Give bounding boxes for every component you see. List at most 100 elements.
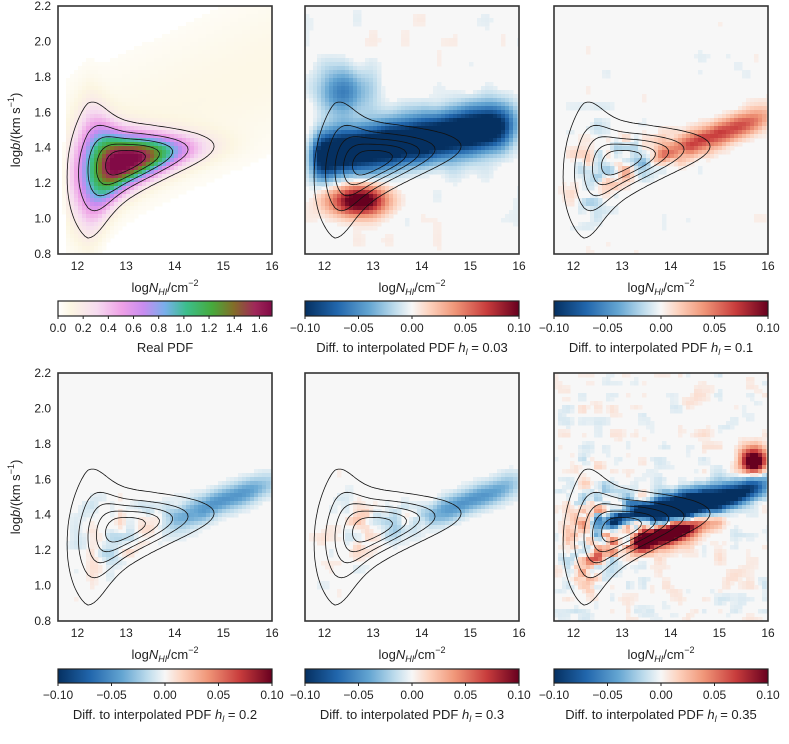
contour-level-3 bbox=[87, 136, 173, 197]
x-axis-label: logNHI/cm−2 bbox=[132, 278, 199, 297]
colorbar bbox=[304, 668, 520, 684]
colorbar-caption: Diff. to interpolated PDF hl = 0.1 bbox=[569, 340, 753, 357]
contour-level-3 bbox=[583, 136, 669, 197]
colorbar-tick-label: 0.0 bbox=[50, 321, 67, 335]
contour-level-1 bbox=[313, 101, 462, 239]
x-tick-label: 12 bbox=[71, 259, 85, 273]
colorbar-tick-label: −0.10 bbox=[539, 321, 570, 335]
y-tick-label: 1.4 bbox=[34, 141, 51, 155]
y-axis-label: logb/(km s−1) bbox=[6, 460, 23, 535]
contour-level-5 bbox=[105, 517, 146, 543]
x-tick-label: 13 bbox=[119, 259, 133, 273]
colorbar-tick-label: 0.00 bbox=[400, 321, 424, 335]
colorbar-tick-label: 0.05 bbox=[454, 321, 478, 335]
y-axis-label: logb/(km s−1) bbox=[6, 93, 23, 168]
contour-level-2 bbox=[574, 124, 685, 212]
contour-level-3 bbox=[334, 136, 420, 197]
x-tick-label: 14 bbox=[168, 626, 182, 640]
panel-5: 12 13 14 15 16 logNHI/cm−2 −0.10 −0.05 0.00 0.05 0… bbox=[290, 372, 531, 724]
heatmap bbox=[554, 373, 768, 621]
colorbar-tick-label: −0.05 bbox=[343, 688, 374, 702]
y-tick-label: 1.4 bbox=[34, 508, 51, 522]
y-tick-label: 2.2 bbox=[34, 366, 51, 380]
contour-level-3 bbox=[334, 503, 420, 564]
plot-frame bbox=[57, 372, 273, 622]
colorbar-tick-label: −0.10 bbox=[539, 688, 570, 702]
contours bbox=[66, 101, 215, 239]
contours bbox=[562, 468, 711, 606]
y-tick-label: 2.2 bbox=[34, 0, 51, 13]
y-tick-label: 1.6 bbox=[34, 105, 51, 119]
y-tick-label: 1.2 bbox=[34, 543, 51, 557]
colorbar-tick-label: 0.4 bbox=[100, 321, 117, 335]
colorbar bbox=[57, 300, 273, 317]
y-tick-label: 1.8 bbox=[34, 437, 51, 451]
plot-frame bbox=[57, 5, 273, 255]
y-tick-label: 0.8 bbox=[34, 247, 51, 261]
y-tick-label: 1.0 bbox=[34, 212, 51, 226]
contour-level-4 bbox=[96, 510, 160, 553]
x-tick-label: 12 bbox=[318, 626, 332, 640]
panel-4: 12 13 14 15 16 logNHI/cm−2 0.8 1.0 1.2 1.4 1.6 1.8 2… bbox=[6, 366, 284, 724]
x-axis-label: logNHI/cm−2 bbox=[379, 278, 446, 297]
heatmap bbox=[58, 373, 272, 621]
x-tick-label: 16 bbox=[512, 259, 526, 273]
plot-frame bbox=[553, 5, 769, 255]
plot-frame bbox=[304, 5, 520, 255]
x-tick-label: 13 bbox=[615, 259, 629, 273]
x-tick-label: 16 bbox=[512, 626, 526, 640]
contour-level-5 bbox=[601, 517, 642, 543]
contours bbox=[313, 101, 462, 239]
plot-frame bbox=[553, 372, 769, 622]
x-tick-label: 16 bbox=[761, 259, 775, 273]
y-tick-label: 1.6 bbox=[34, 472, 51, 486]
x-tick-label: 14 bbox=[415, 259, 429, 273]
y-tick-label: 2.0 bbox=[34, 34, 51, 48]
x-tick-label: 14 bbox=[664, 259, 678, 273]
colorbar-tick-label: −0.10 bbox=[43, 688, 74, 702]
colorbar-tick-label: −0.05 bbox=[96, 688, 127, 702]
colorbar-caption: Diff. to interpolated PDF hl = 0.03 bbox=[316, 340, 507, 357]
colorbar-tick-label: 0.10 bbox=[507, 321, 531, 335]
contour-level-2 bbox=[78, 124, 189, 212]
colorbar-tick-label: 0.05 bbox=[703, 321, 727, 335]
contour-level-2 bbox=[325, 491, 436, 579]
colorbar-tick-label: 1.6 bbox=[251, 321, 268, 335]
x-axis-label: logNHI/cm−2 bbox=[628, 645, 695, 664]
contours bbox=[313, 468, 462, 606]
colorbar-tick-label: 1.4 bbox=[226, 321, 243, 335]
contour-level-1 bbox=[66, 101, 215, 239]
colorbar-tick-label: 1.2 bbox=[201, 321, 218, 335]
contour-level-4 bbox=[592, 143, 656, 186]
colorbar-caption: Real PDF bbox=[137, 340, 193, 355]
contour-level-5 bbox=[105, 150, 146, 176]
heatmap bbox=[305, 373, 519, 621]
x-tick-label: 15 bbox=[217, 259, 231, 273]
x-tick-label: 15 bbox=[713, 259, 727, 273]
y-tick-label: 1.0 bbox=[34, 579, 51, 593]
y-tick-label: 2.0 bbox=[34, 401, 51, 415]
contours bbox=[562, 101, 711, 239]
colorbar-tick-label: 0.00 bbox=[400, 688, 424, 702]
colorbar-tick-label: 0.05 bbox=[454, 688, 478, 702]
contour-level-2 bbox=[78, 491, 189, 579]
colorbar-tick-label: −0.10 bbox=[290, 688, 321, 702]
x-tick-label: 15 bbox=[713, 626, 727, 640]
colorbar-tick-label: 0.10 bbox=[507, 688, 531, 702]
contour-level-3 bbox=[87, 503, 173, 564]
x-axis-label: logNHI/cm−2 bbox=[628, 278, 695, 297]
contour-level-3 bbox=[583, 503, 669, 564]
heatmap bbox=[305, 6, 519, 254]
y-tick-label: 0.8 bbox=[34, 614, 51, 628]
x-tick-label: 16 bbox=[265, 626, 279, 640]
x-tick-label: 13 bbox=[366, 259, 380, 273]
colorbar bbox=[553, 668, 769, 684]
x-tick-label: 14 bbox=[415, 626, 429, 640]
colorbar-caption: Diff. to interpolated PDF hl = 0.2 bbox=[73, 707, 257, 724]
panel-6: 12 13 14 15 16 logNHI/cm−2 −0.10 −0.05 0.00 0.05 0… bbox=[539, 372, 780, 724]
colorbar-tick-label: 0.05 bbox=[703, 688, 727, 702]
contour-level-4 bbox=[96, 143, 160, 186]
y-tick-label: 1.8 bbox=[34, 70, 51, 84]
colorbar-tick-label: −0.05 bbox=[592, 321, 623, 335]
